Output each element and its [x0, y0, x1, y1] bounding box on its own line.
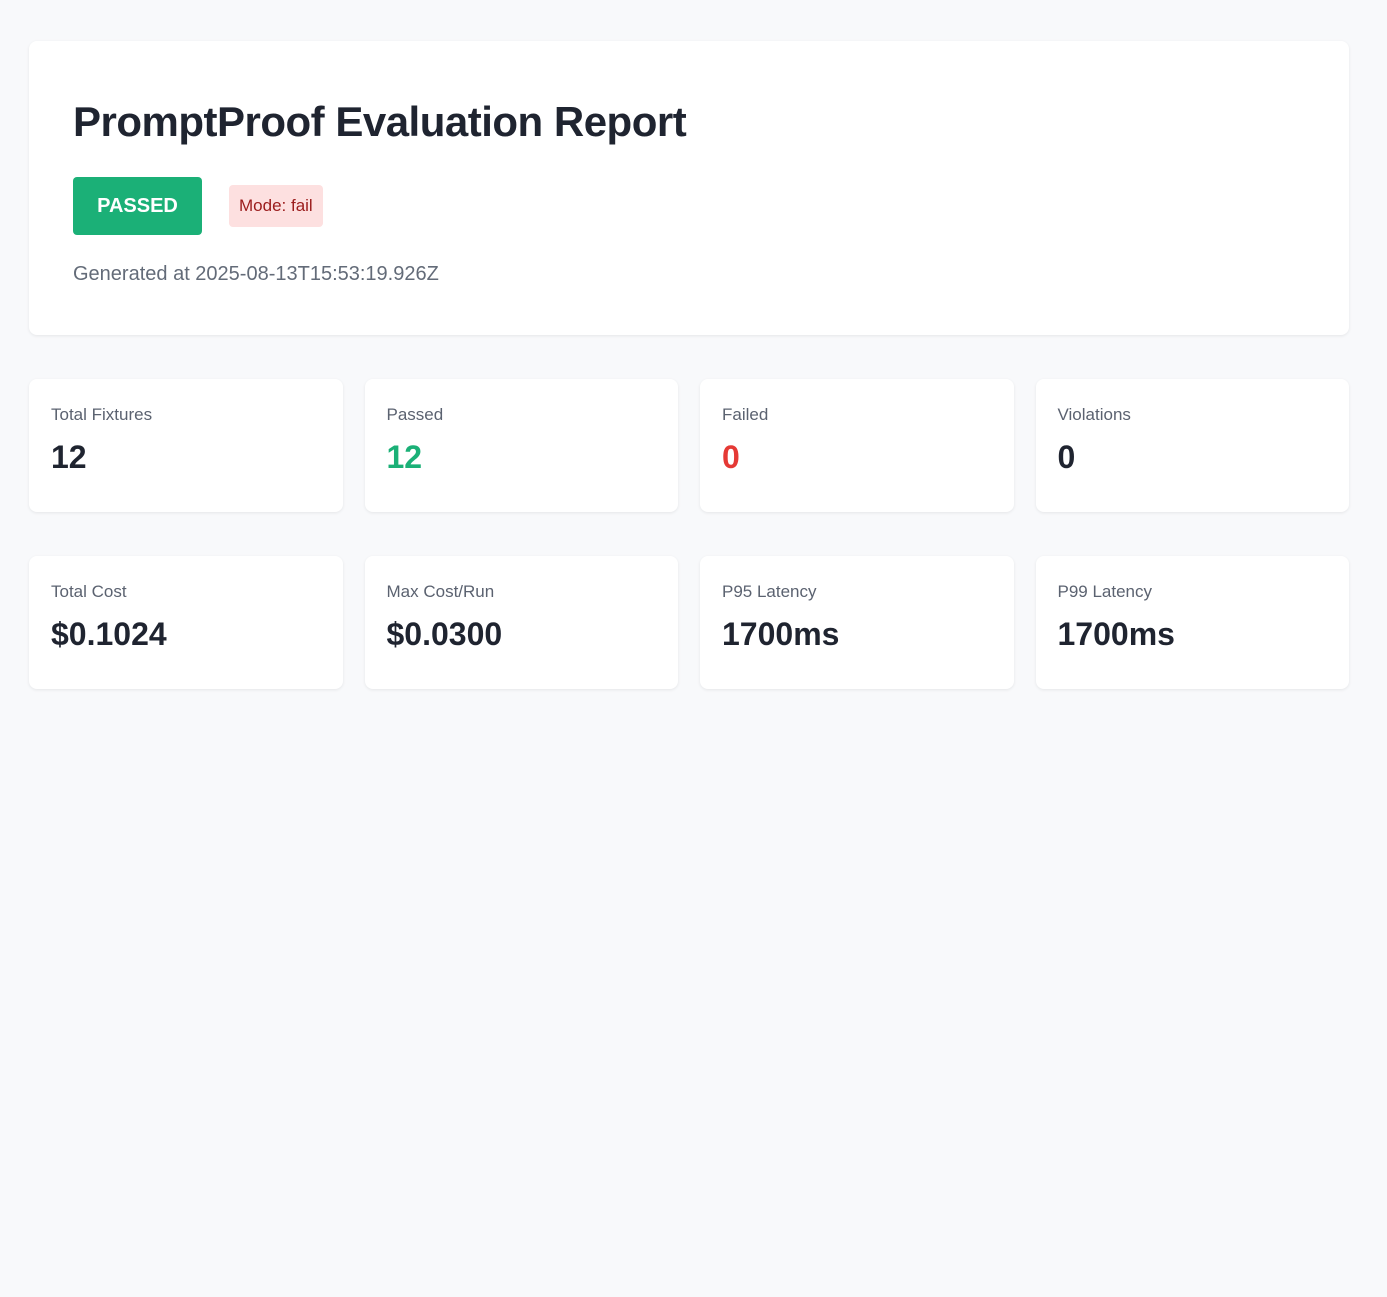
stat-value: 12: [386, 439, 423, 475]
metric-label: Max Cost/Run: [386, 582, 495, 601]
stat-label: Passed: [386, 405, 444, 424]
metric-p99-latency: P99 Latency 1700ms: [1035, 556, 1349, 689]
stat-passed: Passed 12: [364, 379, 678, 512]
metric-label: P95 Latency: [722, 582, 817, 601]
stats-row: Total Fixtures 12 Passed 12 Failed 0 Violat…: [29, 379, 1349, 512]
stat-label: Violations: [1057, 405, 1131, 424]
stat-failed: Failed 0: [700, 379, 1014, 512]
metrics-row: Total Cost $0.1024 Max Cost/Run $0.0300 P9…: [29, 556, 1349, 689]
stat-value: 12: [51, 439, 87, 475]
metric-max-cost: Max Cost/Run $0.0300: [364, 556, 678, 689]
stat-total-fixtures: Total Fixtures 12: [29, 379, 343, 512]
mode-badge: Mode: fail: [229, 185, 323, 227]
stat-violations: Violations 0: [1035, 379, 1349, 512]
metric-label: Total Cost: [51, 582, 127, 601]
generated-timestamp: Generated at 2025-08-13T15:53:19.926Z: [73, 263, 439, 285]
stat-label: Failed: [722, 405, 769, 424]
metric-value: 1700ms: [1057, 616, 1175, 652]
report: PromptProof Evaluation Report PASSED Mod…: [29, 41, 1349, 689]
status-badge: PASSED: [73, 177, 202, 235]
stat-value: 0: [722, 439, 740, 475]
metric-total-cost: Total Cost $0.1024: [29, 556, 343, 689]
metric-label: P99 Latency: [1057, 582, 1153, 601]
report-header: PromptProof Evaluation Report PASSED Mod…: [29, 41, 1349, 335]
metric-value: $0.0300: [386, 616, 503, 652]
metric-value: 1700ms: [722, 616, 840, 652]
metric-value: $0.1024: [51, 616, 167, 652]
stat-value: 0: [1057, 439, 1076, 475]
metric-p95-latency: P95 Latency 1700ms: [700, 556, 1014, 689]
page-title: PromptProof Evaluation Report: [73, 98, 687, 145]
stat-label: Total Fixtures: [51, 405, 153, 424]
